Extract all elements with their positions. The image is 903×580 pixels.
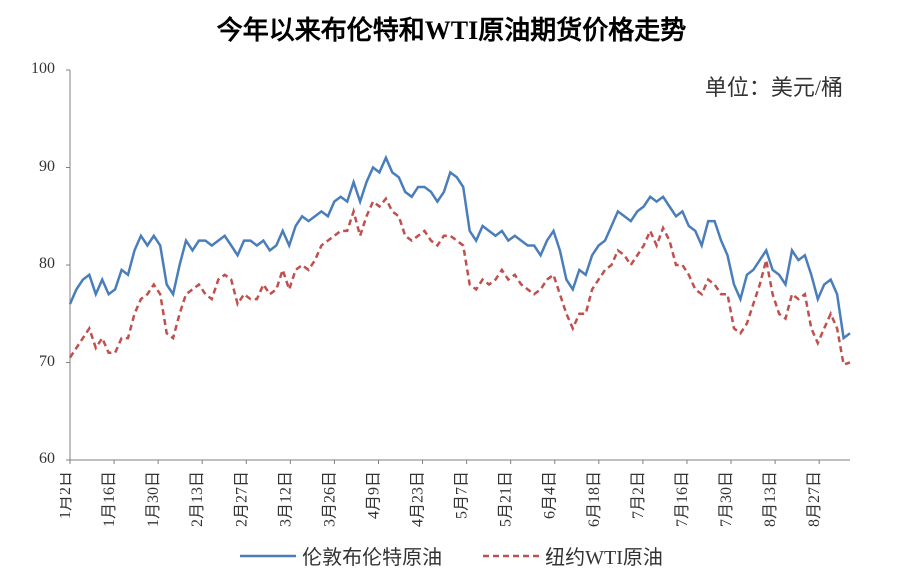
y-tick-label: 80 <box>0 255 55 273</box>
svg-text:5月7日: 5月7日 <box>454 471 471 519</box>
y-tick-label: 100 <box>0 60 55 78</box>
svg-text:2月27日: 2月27日 <box>233 471 250 527</box>
svg-text:8月27日: 8月27日 <box>806 471 823 527</box>
plot-svg <box>60 65 860 465</box>
svg-text:1月30日: 1月30日 <box>145 471 162 527</box>
legend: 伦敦布伦特原油 纽约WTI原油 <box>0 541 903 570</box>
svg-text:1月2日: 1月2日 <box>60 471 74 519</box>
svg-text:1月16日: 1月16日 <box>101 471 118 527</box>
chart-container: 今年以来布伦特和WTI原油期货价格走势 单位：美元/桶 1月2日1月16日1月3… <box>0 0 903 580</box>
legend-item-wti: 纽约WTI原油 <box>483 541 663 570</box>
svg-text:7月2日: 7月2日 <box>630 471 647 519</box>
legend-line-brent <box>240 551 296 561</box>
svg-text:4月9日: 4月9日 <box>365 471 382 519</box>
y-tick-label: 70 <box>0 353 55 371</box>
svg-text:2月13日: 2月13日 <box>189 471 206 527</box>
legend-label-wti: 纽约WTI原油 <box>545 541 663 570</box>
svg-text:7月16日: 7月16日 <box>674 471 691 527</box>
chart-title: 今年以来布伦特和WTI原油期货价格走势 <box>0 10 903 47</box>
y-tick-label: 90 <box>0 158 55 176</box>
y-tick-label: 60 <box>0 450 55 468</box>
svg-text:8月13日: 8月13日 <box>762 471 779 527</box>
legend-item-brent: 伦敦布伦特原油 <box>240 541 442 570</box>
svg-text:5月21日: 5月21日 <box>498 471 515 527</box>
svg-text:6月4日: 6月4日 <box>542 471 559 519</box>
svg-text:6月18日: 6月18日 <box>586 471 603 527</box>
svg-text:3月12日: 3月12日 <box>277 471 294 527</box>
svg-text:3月26日: 3月26日 <box>321 471 338 527</box>
svg-text:7月30日: 7月30日 <box>718 471 735 527</box>
plot-area <box>60 65 860 465</box>
svg-text:4月23日: 4月23日 <box>410 471 427 527</box>
legend-line-wti <box>483 551 539 561</box>
legend-label-brent: 伦敦布伦特原油 <box>302 541 442 570</box>
